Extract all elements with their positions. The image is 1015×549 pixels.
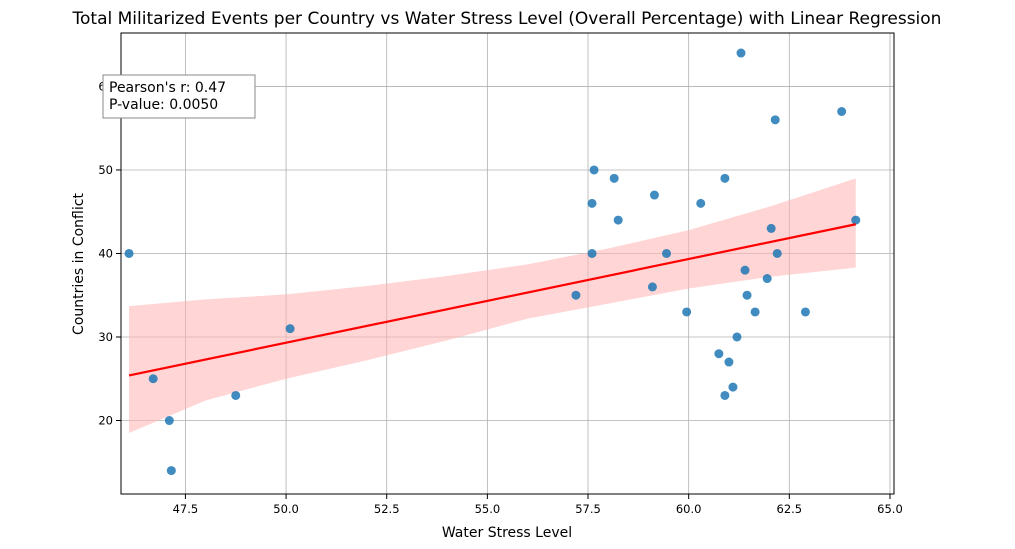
- data-point-0: [124, 248, 134, 258]
- data-point-10: [609, 173, 619, 183]
- stats-annotation: Pearson's r: 0.47 P-value: 0.0050: [102, 74, 256, 119]
- x-tick-label-3: 55.0: [475, 502, 501, 516]
- data-point-16: [696, 198, 706, 208]
- data-point-22: [732, 332, 742, 342]
- data-point-26: [750, 307, 760, 317]
- y-tick-label-2: 40: [98, 246, 113, 260]
- confidence-band: [129, 178, 856, 434]
- data-point-19: [720, 390, 730, 400]
- data-point-32: [837, 107, 847, 117]
- data-point-11: [613, 215, 623, 225]
- x-tick-label-0: 47.5: [173, 502, 199, 516]
- data-point-13: [649, 190, 659, 200]
- data-point-12: [647, 282, 657, 292]
- data-point-4: [231, 390, 241, 400]
- data-point-25: [742, 290, 752, 300]
- data-point-28: [766, 223, 776, 233]
- stats-box: [102, 74, 256, 119]
- x-tick-label-6: 62.5: [777, 502, 803, 516]
- data-point-17: [714, 349, 724, 359]
- pearson-r-text: Pearson's r: 0.47: [109, 80, 226, 96]
- data-point-14: [662, 248, 672, 258]
- data-point-8: [587, 248, 597, 258]
- data-point-18: [720, 173, 730, 183]
- p-value-text: P-value: 0.0050: [109, 97, 218, 113]
- data-point-21: [728, 382, 738, 392]
- data-point-7: [587, 198, 597, 208]
- plot-frame: [120, 32, 895, 495]
- data-point-3: [166, 466, 176, 476]
- data-point-15: [682, 307, 692, 317]
- data-point-23: [736, 48, 746, 58]
- x-tick-label-2: 52.5: [374, 502, 400, 516]
- y-tick-label-0: 20: [98, 414, 113, 428]
- data-point-5: [285, 324, 295, 334]
- data-point-9: [589, 165, 599, 175]
- data-point-31: [800, 307, 810, 317]
- x-axis-label: Water Stress Level: [442, 525, 572, 541]
- x-tick-label-5: 60.0: [676, 502, 702, 516]
- y-axis-ticks: 2030405060: [98, 79, 121, 428]
- y-axis-label: Countries in Conflict: [71, 193, 87, 335]
- y-tick-label-3: 50: [98, 163, 113, 177]
- data-point-29: [770, 115, 780, 125]
- data-point-30: [772, 248, 782, 258]
- data-point-6: [571, 290, 581, 300]
- regression-line: [128, 223, 856, 377]
- chart-title: Total Militarized Events per Country vs …: [72, 9, 942, 29]
- data-point-33: [851, 215, 861, 225]
- data-point-1: [148, 374, 158, 384]
- x-tick-label-7: 65.0: [877, 502, 903, 516]
- data-point-24: [740, 265, 750, 275]
- data-point-2: [164, 416, 174, 426]
- data-point-27: [762, 274, 772, 284]
- x-tick-label-4: 57.5: [575, 502, 601, 516]
- data-points: [124, 48, 861, 476]
- x-axis-ticks: 47.5 50.0 52.5 55.0 57.5 60.0 62.5 65.0: [173, 494, 903, 516]
- x-tick-label-1: 50.0: [273, 502, 299, 516]
- y-tick-label-1: 30: [98, 330, 113, 344]
- data-point-20: [724, 357, 734, 367]
